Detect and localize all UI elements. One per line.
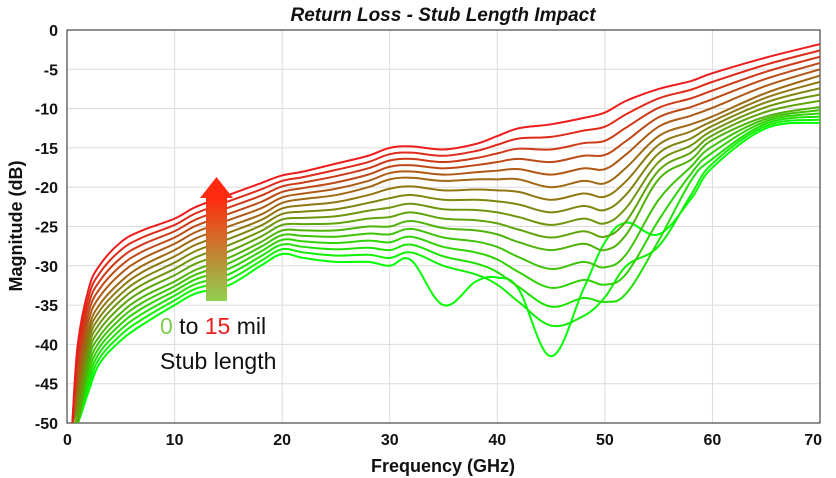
x-tick-label: 40 xyxy=(488,432,506,449)
annotation-start-value: 0 xyxy=(160,313,173,339)
annotation-end-value: 15 xyxy=(205,313,231,339)
x-tick-label: 60 xyxy=(704,432,722,449)
x-tick-label: 70 xyxy=(804,432,822,449)
y-tick-label: -10 xyxy=(35,102,58,119)
x-tick-label: 0 xyxy=(63,432,72,449)
x-tick-label: 20 xyxy=(273,432,291,449)
series-line-8 xyxy=(71,93,820,423)
y-tick-label: -20 xyxy=(35,180,58,197)
stub-length-arrow xyxy=(200,177,233,301)
y-tick-label: -15 xyxy=(35,141,58,158)
y-tick-label: -30 xyxy=(35,259,58,276)
annotation-stub-length: Stub length xyxy=(160,348,276,374)
chart-title: Return Loss - Stub Length Impact xyxy=(290,5,596,26)
x-tick-label: 10 xyxy=(166,432,184,449)
series-line-13 xyxy=(71,115,820,423)
series-line-10 xyxy=(71,106,820,423)
annotation-to-text: to xyxy=(173,313,205,339)
series-line-6 xyxy=(71,80,820,423)
y-tick-label: -45 xyxy=(35,377,58,394)
y-tick-label: -35 xyxy=(35,298,58,315)
series-line-7 xyxy=(71,87,820,423)
series-line-12 xyxy=(71,112,820,423)
x-tick-labels: 0 10 20 30 40 50 60 70 xyxy=(63,432,822,449)
y-tick-label: -25 xyxy=(35,220,58,237)
y-axis-label: Magnitude (dB) xyxy=(6,161,26,292)
series-line-11 xyxy=(71,109,820,423)
annotation-range: 0 to 15 mil xyxy=(160,313,266,339)
series-line-0 xyxy=(71,43,820,423)
series-line-1 xyxy=(71,49,820,423)
series-line-2 xyxy=(71,55,820,423)
series-line-5 xyxy=(71,74,820,423)
series-line-15 xyxy=(72,121,820,423)
annotation-unit: mil xyxy=(230,313,266,339)
y-tick-label: -50 xyxy=(35,416,58,433)
series-line-4 xyxy=(71,68,820,423)
y-tick-label: -5 xyxy=(44,62,58,79)
series-group xyxy=(71,43,820,423)
series-line-14 xyxy=(72,118,820,423)
y-tick-label: 0 xyxy=(49,23,58,40)
y-tick-labels: 0 -5 -10 -15 -20 -25 -30 -35 -40 -45 -50 xyxy=(35,23,58,433)
y-tick-label: -40 xyxy=(35,337,58,354)
plot-frame xyxy=(66,29,821,424)
x-tick-label: 30 xyxy=(381,432,399,449)
x-tick-label: 50 xyxy=(596,432,614,449)
x-axis-label: Frequency (GHz) xyxy=(371,456,515,476)
series-line-3 xyxy=(71,62,820,423)
series-line-9 xyxy=(71,99,820,423)
